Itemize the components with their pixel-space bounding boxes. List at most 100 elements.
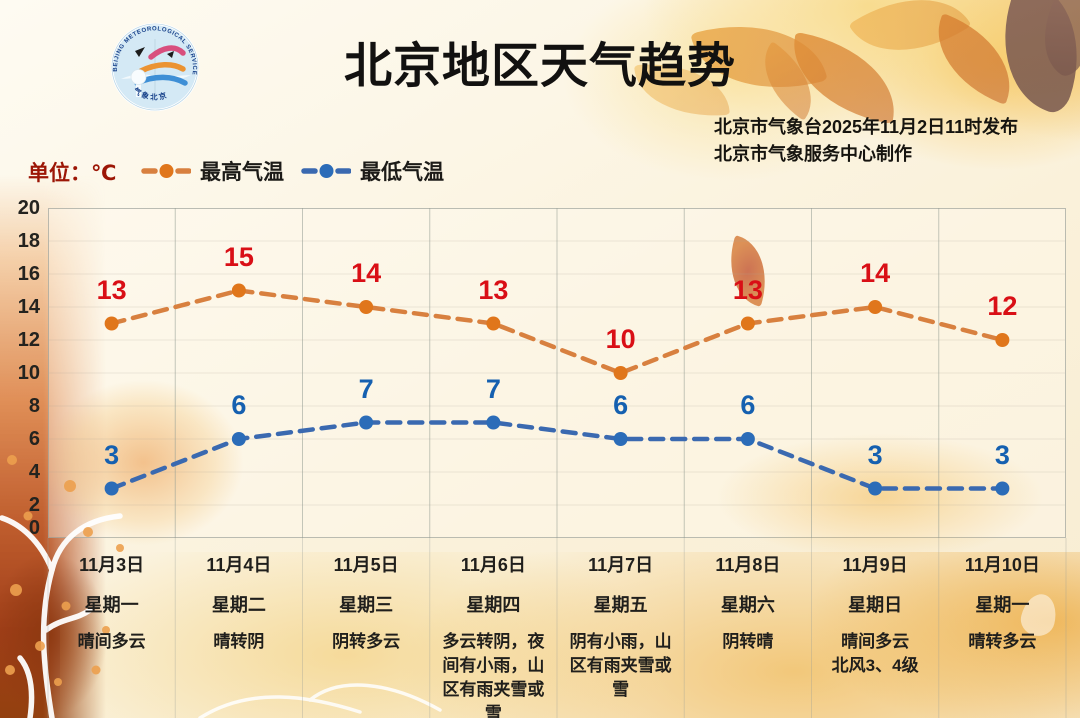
- day-column: 11月3日星期一晴间多云: [48, 538, 175, 718]
- high-temp-value: 13: [96, 274, 127, 305]
- date-label: 11月10日: [964, 555, 1040, 575]
- low-temp-value: 3: [104, 439, 120, 470]
- page-title: 北京地区天气趋势: [343, 40, 736, 93]
- weekday-label: 星期二: [211, 595, 266, 615]
- day-column: 11月10日 星期一晴转多云: [939, 538, 1066, 718]
- y-axis-tick: 8: [28, 395, 40, 417]
- low-temp-marker: [231, 432, 246, 446]
- y-axis-tick: 18: [17, 230, 40, 252]
- low-temp-marker: [613, 432, 628, 446]
- low-temp-value: 6: [740, 390, 756, 420]
- high-temp-value: 14: [351, 258, 382, 288]
- weekday-label: 星期四: [466, 595, 521, 615]
- legend-item-high: 最高气温: [141, 155, 284, 187]
- y-axis-tick: 10: [17, 362, 40, 384]
- high-temp-value: 13: [478, 274, 509, 305]
- high-temp-marker: [740, 316, 755, 331]
- low-temp-value: 6: [231, 390, 247, 420]
- high-temp-line: [109, 288, 1005, 376]
- low-temp-marker: [486, 415, 501, 430]
- date-label: 11月9日: [842, 555, 908, 575]
- y-axis-tick: 2: [28, 494, 40, 516]
- weather-label: 晴转阴: [213, 632, 265, 651]
- weekday-label: 星期三: [339, 595, 394, 615]
- weather-label: 晴转多云: [968, 632, 1037, 651]
- low-temp-marker: [359, 415, 374, 430]
- legend-label-high: 最高气温: [200, 161, 284, 184]
- high-temp-marker: [995, 333, 1010, 347]
- date-label: 11月4日: [206, 555, 272, 575]
- high-temp-value: 15: [223, 241, 254, 272]
- meteorological-service-logo-icon: BEIJING METEOROLOGICAL SERVICE 气象北京: [111, 23, 199, 111]
- weather-label: 晴间多云: [77, 632, 146, 651]
- low-temp-marker: [104, 481, 119, 496]
- high-temp-marker: [613, 366, 628, 380]
- day-column: 11月7日星期五阴有小雨，山区有雨夹雪或雪: [557, 538, 684, 718]
- high-temp-value: 12: [987, 291, 1018, 321]
- unit-label: 单位：℃: [28, 162, 117, 185]
- berry-dots: [5, 455, 124, 686]
- legend-label-low: 最低气温: [360, 161, 444, 184]
- high-temp-marker: [104, 316, 119, 331]
- legend-item-low: 最低气温: [301, 155, 444, 187]
- day-column: 11月8日星期六阴转晴: [684, 538, 811, 718]
- weather-label: 多云转阴，夜间有小雨，山区有雨夹雪或雪: [442, 632, 545, 718]
- weekday-label: 星期一: [84, 595, 139, 615]
- date-label: 11月3日: [79, 555, 145, 575]
- low-temp-value: 6: [613, 390, 629, 420]
- bottom-watercolor-wash: [60, 552, 1080, 718]
- date-label: 11月7日: [588, 555, 654, 575]
- y-axis-tick: 0: [28, 517, 40, 539]
- right-watercolor-wash: [676, 418, 1080, 576]
- weather-label: 阴有小雨，山区有雨夹雪或雪: [569, 632, 672, 700]
- mid-left-watercolor-blob: [26, 365, 261, 560]
- low-temp-marker: [740, 432, 755, 446]
- y-axis-tick: 4: [28, 461, 40, 483]
- day-column: 11月9日星期日晴间多云 北风3、4级: [812, 538, 939, 718]
- issued-line1: 北京市气象台2025年11月2日11时发布: [714, 117, 1019, 137]
- low-temp-value: 3: [867, 439, 883, 470]
- date-label: 11月5日: [333, 555, 399, 575]
- y-axis-tick: 14: [17, 296, 40, 318]
- low-temp-line: [109, 420, 1005, 491]
- weekday-label: 星期日: [848, 595, 903, 615]
- low-temp-value: 7: [485, 373, 501, 404]
- weather-label: 阴转多云: [332, 632, 401, 651]
- high-temp-marker: [231, 283, 246, 298]
- high-temp-marker: [486, 316, 501, 331]
- low-temp-legend-swatch-icon: [301, 164, 351, 178]
- low-temp-value: 3: [994, 439, 1010, 470]
- issued-line2: 北京市气象服务中心制作: [714, 144, 912, 164]
- y-axis-tick: 6: [28, 428, 40, 450]
- low-temp-value: 7: [358, 373, 374, 404]
- day-column: 11月5日星期三阴转多云: [303, 538, 430, 718]
- weekday-label: 星期五: [593, 595, 648, 615]
- high-temp-value: 13: [732, 274, 763, 305]
- day-column: 11月4日星期二晴转阴: [175, 538, 302, 718]
- date-label: 11月8日: [715, 555, 781, 575]
- high-temp-value: 14: [860, 258, 891, 288]
- issued-info: 北京市气象台2025年11月2日11时发布 北京市气象服务中心制作: [714, 114, 1018, 168]
- high-temp-legend-swatch-icon: [141, 164, 191, 178]
- day-column: 11月6日星期四多云转阴，夜间有小雨，山区有雨夹雪或雪: [430, 538, 557, 718]
- branch-decoration: [0, 455, 124, 718]
- low-temp-marker: [995, 481, 1010, 496]
- y-axis-tick: 16: [17, 263, 40, 285]
- y-axis-tick: 20: [17, 197, 40, 219]
- high-temp-marker: [868, 300, 883, 314]
- date-label: 11月6日: [460, 555, 526, 575]
- weekday-label: 星期一: [975, 595, 1030, 615]
- weather-label: 晴间多云 北风3、4级: [831, 632, 919, 676]
- weather-label: 阴转晴: [722, 632, 774, 651]
- weekday-label: 星期六: [720, 595, 775, 615]
- branch-decoration: [198, 683, 442, 718]
- y-axis-tick: 12: [17, 329, 40, 351]
- high-temp-marker: [359, 300, 374, 314]
- high-temp-value: 10: [605, 324, 636, 354]
- low-temp-marker: [868, 481, 883, 496]
